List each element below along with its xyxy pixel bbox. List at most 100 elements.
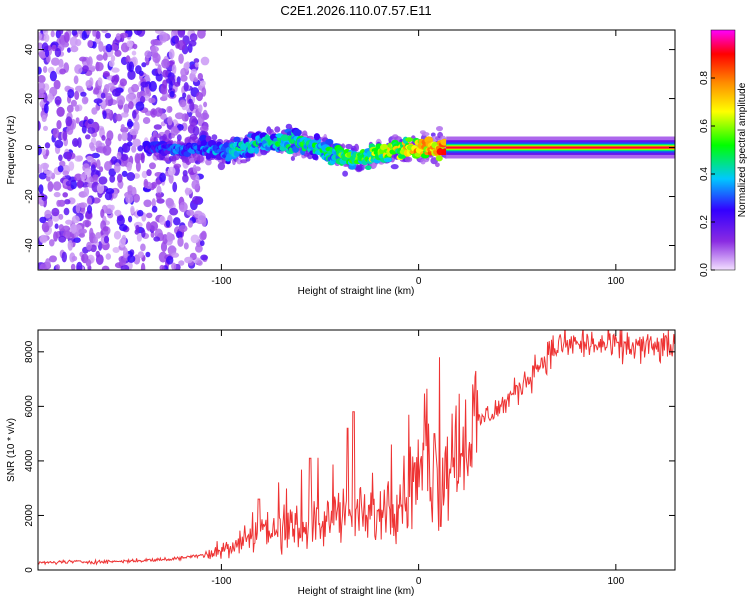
noise-cell <box>102 71 110 78</box>
noise-cell <box>39 216 47 224</box>
noise-cell <box>42 66 48 73</box>
noise-cell <box>136 233 142 242</box>
noise-cell <box>97 77 103 86</box>
noise-cell <box>120 264 130 270</box>
noise-cell <box>119 32 129 38</box>
noise-cell <box>125 194 134 204</box>
noise-cell <box>155 72 163 82</box>
noise-cell <box>156 185 162 196</box>
noise-cell <box>201 87 207 97</box>
noise-cell <box>58 154 63 162</box>
noise-cell <box>38 82 46 91</box>
noise-cell <box>197 73 203 80</box>
spectrogram-axes: -100 0 100 -40 -20 0 20 40 <box>24 30 675 287</box>
noise-cell <box>192 196 201 205</box>
noise-cell <box>146 221 152 231</box>
noise-cell <box>174 112 184 120</box>
noise-cell <box>61 251 67 263</box>
noise-cell <box>119 78 128 87</box>
noise-cell <box>74 155 83 162</box>
ridge-cell <box>405 137 414 143</box>
noise-cell <box>38 120 41 131</box>
halo-cell <box>274 126 281 133</box>
noise-cell <box>116 151 122 160</box>
noise-cell <box>191 179 200 190</box>
snr-y-tick-label: 8000 <box>24 340 35 363</box>
noise-cell <box>104 191 113 201</box>
noise-cell <box>203 101 208 108</box>
noise-cell <box>86 155 94 162</box>
noise-cell <box>126 172 136 181</box>
noise-cell <box>132 138 141 147</box>
noise-cell <box>101 103 106 110</box>
spectrogram-x-tick-label: 0 <box>416 276 422 287</box>
noise-cell <box>49 70 58 82</box>
noise-cell <box>100 208 105 219</box>
noise-cell <box>59 160 66 167</box>
noise-cell <box>141 62 147 68</box>
spectrogram-y-tick-label: 0 <box>24 144 35 150</box>
noise-cell <box>54 47 62 58</box>
noise-cell <box>62 130 68 141</box>
noise-cell <box>133 120 140 132</box>
noise-cell <box>67 89 75 99</box>
snr-x-tick-label: -100 <box>211 576 231 587</box>
noise-cell <box>132 110 137 119</box>
noise-cell <box>121 131 128 142</box>
noise-cell <box>162 79 168 89</box>
spectrogram-x-label: Height of straight line (km) <box>298 286 415 297</box>
noise-cell <box>198 104 203 113</box>
noise-cell <box>104 161 112 171</box>
noise-cell <box>173 217 181 226</box>
halo-cell <box>390 164 399 170</box>
noise-cell <box>177 237 184 247</box>
noise-cell <box>136 91 141 99</box>
ridge-cell <box>312 153 319 160</box>
halo-cell <box>205 159 212 166</box>
noise-cell <box>140 152 145 164</box>
noise-cell <box>171 64 177 75</box>
noise-cell <box>85 80 93 88</box>
noise-cell <box>70 179 78 190</box>
noise-cell <box>149 221 159 232</box>
noise-cell <box>55 99 61 105</box>
halo-cell <box>345 143 353 150</box>
noise-cell <box>38 163 42 174</box>
noise-cell <box>165 78 171 84</box>
noise-cell <box>133 30 143 36</box>
spectrogram-x-tick-label: 100 <box>607 276 624 287</box>
noise-cell <box>113 230 122 240</box>
noise-cell <box>86 204 93 214</box>
spectrogram-cells <box>38 30 675 270</box>
noise-cell <box>134 153 140 164</box>
noise-cell <box>197 260 203 266</box>
noise-cell <box>41 221 50 233</box>
noise-cell <box>114 209 122 217</box>
ridge-cell <box>398 153 407 159</box>
noise-cell <box>108 168 117 177</box>
noise-cell <box>83 187 90 197</box>
noise-cell <box>127 254 136 263</box>
noise-cell <box>49 255 57 263</box>
noise-cell <box>90 164 96 173</box>
ridge-cell <box>293 129 302 137</box>
colorbar-tick-label: 0.2 <box>699 215 710 229</box>
noise-cell <box>98 41 104 53</box>
spectrogram-x-tick-label: -100 <box>211 276 231 287</box>
noise-cell <box>47 218 53 228</box>
noise-cell <box>178 201 188 213</box>
noise-cell <box>183 82 189 92</box>
halo-cell <box>240 159 248 164</box>
noise-cell <box>81 30 88 41</box>
noise-cell <box>156 192 162 202</box>
noise-cell <box>117 173 123 183</box>
noise-cell <box>178 260 185 266</box>
halo-cell <box>404 156 413 163</box>
noise-cell <box>39 263 47 270</box>
noise-cell <box>49 239 55 247</box>
noise-cell <box>93 236 98 244</box>
noise-cell <box>151 198 156 208</box>
halo-cell <box>436 126 443 132</box>
noise-cell <box>41 42 49 53</box>
